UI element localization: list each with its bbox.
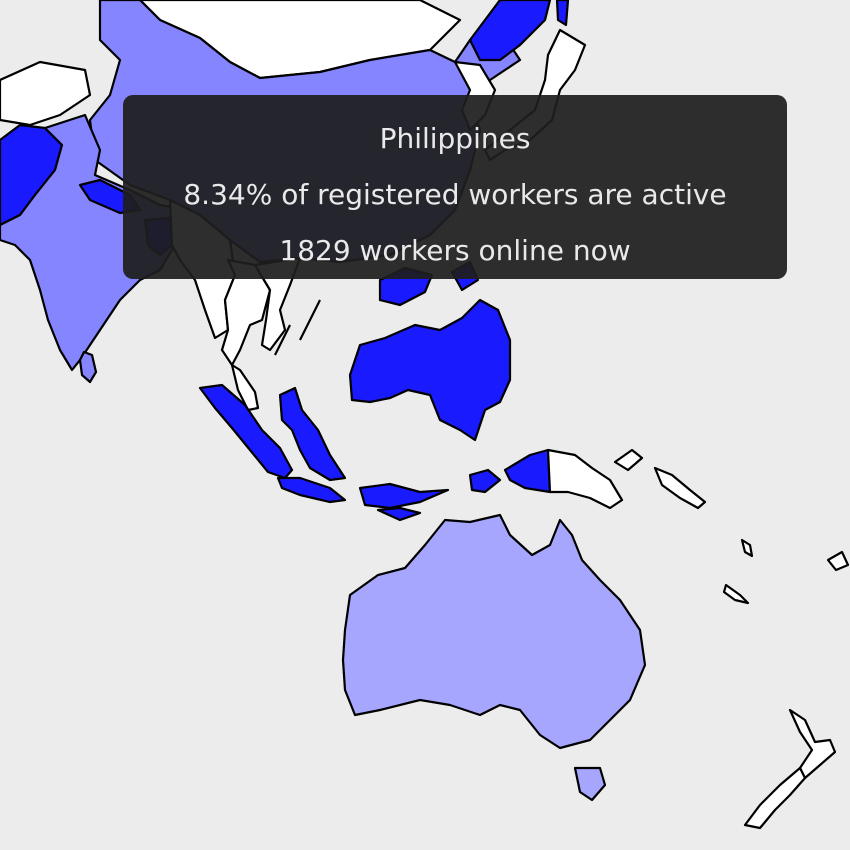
island-strip-2 [274, 324, 291, 356]
country-tooltip: Philippines 8.34% of registered workers … [123, 95, 787, 279]
country-papua-new-guinea[interactable] [546, 448, 624, 510]
country-tasmania[interactable] [573, 766, 607, 802]
country-russia-sakhalin[interactable] [555, 0, 570, 27]
tooltip-workers-online: 1829 workers online now [279, 234, 631, 267]
country-afghanistan[interactable] [0, 60, 92, 127]
country-sri-lanka[interactable] [78, 350, 98, 384]
island-fiji[interactable] [826, 550, 850, 572]
country-timor[interactable] [376, 506, 422, 522]
tooltip-country-name: Philippines [379, 122, 531, 155]
tooltip-active-percentage: 8.34% of registered workers are active [183, 178, 727, 211]
country-new-britain[interactable] [613, 448, 644, 472]
country-halmahera[interactable] [468, 468, 502, 494]
country-new-zealand-south[interactable] [743, 766, 807, 830]
island-strip-1 [299, 299, 321, 341]
country-solomon-islands[interactable] [653, 466, 707, 510]
country-sumatra[interactable] [198, 383, 294, 480]
country-lesser-sunda[interactable] [358, 482, 450, 510]
country-malaysia[interactable] [230, 363, 260, 412]
country-russia[interactable] [468, 0, 552, 62]
country-borneo[interactable] [348, 298, 512, 442]
island-new-caledonia[interactable] [722, 583, 750, 605]
island-vanuatu[interactable] [740, 538, 754, 558]
country-new-zealand-north[interactable] [788, 708, 837, 780]
country-java[interactable] [276, 476, 347, 504]
country-australia[interactable] [341, 513, 647, 750]
country-sulawesi[interactable] [278, 386, 347, 482]
